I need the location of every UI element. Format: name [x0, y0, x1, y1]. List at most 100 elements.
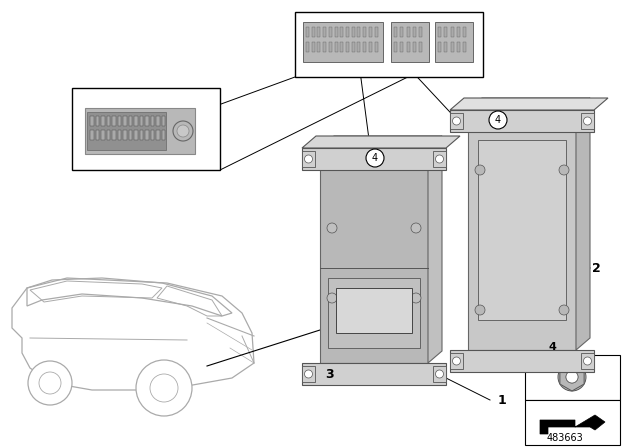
Text: 483663: 483663 [547, 433, 584, 443]
Bar [435, 22, 473, 62]
Bar [312, 27, 315, 37]
Bar [145, 130, 148, 140]
Circle shape [150, 374, 178, 402]
Bar [140, 116, 143, 126]
Bar [357, 42, 360, 52]
Circle shape [566, 371, 578, 383]
Circle shape [411, 293, 421, 303]
Bar [295, 12, 483, 77]
Bar [134, 130, 138, 140]
Circle shape [566, 371, 578, 383]
Polygon shape [450, 350, 594, 372]
Bar [525, 355, 620, 400]
Bar [581, 113, 594, 129]
Polygon shape [320, 148, 428, 363]
Bar [112, 116, 115, 126]
Bar [129, 116, 132, 126]
Bar [95, 130, 99, 140]
Bar [346, 42, 349, 52]
Bar [317, 27, 321, 37]
Bar [433, 366, 446, 382]
Polygon shape [302, 363, 446, 385]
Bar [145, 116, 148, 126]
Bar [335, 42, 337, 52]
Bar [317, 42, 321, 52]
Bar [413, 42, 416, 52]
Bar [413, 27, 416, 37]
Circle shape [39, 372, 61, 394]
Circle shape [173, 121, 193, 141]
Bar [140, 130, 143, 140]
Circle shape [452, 357, 461, 365]
Bar [438, 27, 441, 37]
Bar [357, 27, 360, 37]
Circle shape [435, 370, 444, 378]
Polygon shape [560, 363, 584, 391]
Bar [363, 42, 366, 52]
Circle shape [136, 360, 192, 416]
Bar [581, 353, 594, 369]
Text: 4: 4 [495, 115, 501, 125]
Circle shape [177, 125, 189, 137]
Bar [450, 353, 463, 369]
Bar [346, 27, 349, 37]
Bar [302, 366, 315, 382]
Bar [95, 116, 99, 126]
Bar [457, 42, 460, 52]
Bar [525, 400, 620, 445]
Bar [323, 27, 326, 37]
Bar [161, 116, 165, 126]
Circle shape [327, 293, 337, 303]
Circle shape [411, 223, 421, 233]
Circle shape [584, 117, 591, 125]
Bar [323, 42, 326, 52]
Bar [444, 42, 447, 52]
Bar [401, 27, 403, 37]
Polygon shape [450, 110, 594, 132]
Text: 3: 3 [326, 368, 334, 381]
Bar [312, 42, 315, 52]
Bar [419, 42, 422, 52]
Text: 1: 1 [498, 393, 507, 406]
Polygon shape [302, 136, 460, 148]
Bar [156, 116, 159, 126]
Bar [306, 42, 309, 52]
Bar [85, 108, 195, 154]
Circle shape [475, 305, 485, 315]
Bar [401, 42, 403, 52]
Bar [306, 27, 309, 37]
Circle shape [305, 155, 312, 163]
Bar [150, 116, 154, 126]
Bar [123, 130, 127, 140]
Polygon shape [320, 136, 442, 148]
Bar [451, 27, 454, 37]
Circle shape [366, 149, 384, 167]
Polygon shape [468, 110, 576, 350]
Polygon shape [302, 148, 446, 170]
Bar [369, 42, 372, 52]
Text: 4: 4 [372, 153, 378, 163]
Bar [478, 140, 566, 320]
Circle shape [489, 111, 507, 129]
Bar [369, 27, 372, 37]
Bar [101, 130, 104, 140]
Polygon shape [428, 136, 442, 363]
Circle shape [305, 370, 312, 378]
Circle shape [327, 223, 337, 233]
Text: 2: 2 [592, 262, 601, 275]
Polygon shape [322, 330, 344, 350]
Circle shape [558, 363, 586, 391]
Bar [101, 116, 104, 126]
Circle shape [559, 165, 569, 175]
Bar [374, 42, 378, 52]
Circle shape [28, 361, 72, 405]
Bar [463, 27, 467, 37]
Bar [150, 130, 154, 140]
Bar [87, 112, 166, 150]
Bar [161, 130, 165, 140]
Bar [90, 130, 93, 140]
Bar [374, 27, 378, 37]
Bar [90, 116, 93, 126]
Bar [303, 22, 383, 62]
Bar [406, 27, 410, 37]
